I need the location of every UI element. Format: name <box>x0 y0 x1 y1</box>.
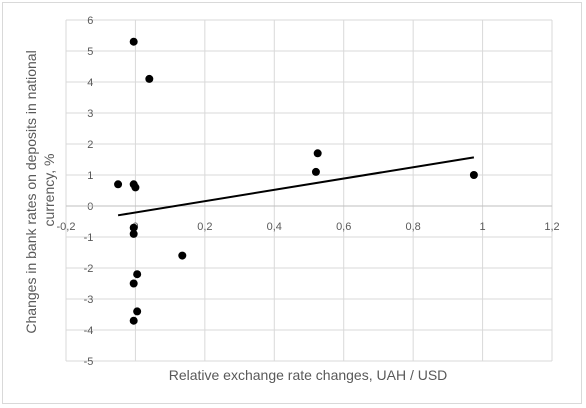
data-point <box>311 167 320 176</box>
data-point <box>129 229 138 238</box>
data-point <box>133 270 142 279</box>
trendline <box>117 156 475 217</box>
data-point <box>114 180 123 189</box>
y-axis-title: Changes in bank rates on deposits in nat… <box>23 46 57 333</box>
x-tick-label: 0,4 <box>267 221 282 233</box>
data-point <box>129 223 138 232</box>
data-point <box>178 251 187 260</box>
y-tick-label: 1 <box>87 170 93 182</box>
y-tick-label: 4 <box>87 77 93 89</box>
x-tick-label: 0,2 <box>197 221 212 233</box>
x-tick-label: 0,6 <box>336 221 351 233</box>
y-tick-label: -1 <box>84 232 94 244</box>
y-axis-title-line-2: currency, % <box>41 154 57 227</box>
y-tick-label: 6 <box>87 15 93 27</box>
x-tick-label: 0,8 <box>405 221 420 233</box>
x-axis-title: Relative exchange rate changes, UAH / US… <box>169 367 448 383</box>
y-tick-label: -2 <box>84 263 94 275</box>
y-tick-label: 5 <box>87 46 93 58</box>
x-tick-label: -0,2 <box>57 221 76 233</box>
y-tick-label: 3 <box>87 108 93 120</box>
data-point <box>313 149 322 158</box>
data-point <box>133 307 142 316</box>
y-tick-label: 0 <box>87 201 93 213</box>
x-tick-label: 1 <box>480 221 486 233</box>
data-point <box>129 37 138 46</box>
data-point <box>129 279 138 288</box>
x-axis-tick-labels: -0,200,20,40,60,811,2 <box>57 221 560 233</box>
data-points <box>114 37 478 325</box>
y-tick-label: -3 <box>84 294 94 306</box>
data-point <box>129 316 138 325</box>
y-tick-label: 2 <box>87 139 93 151</box>
y-tick-label: -4 <box>84 325 94 337</box>
data-point <box>469 171 478 179</box>
chart-frame <box>2 2 582 404</box>
y-tick-label: -5 <box>84 356 94 368</box>
y-axis-title-line-1: Changes in bank rates on deposits in nat… <box>23 50 39 333</box>
x-tick-label: 1,2 <box>544 221 559 233</box>
data-point <box>131 183 140 192</box>
y-axis-tick-labels: -5 -4 -3 -2 -1 0 1 2 3 4 5 6 <box>84 15 94 368</box>
data-point <box>145 74 154 83</box>
